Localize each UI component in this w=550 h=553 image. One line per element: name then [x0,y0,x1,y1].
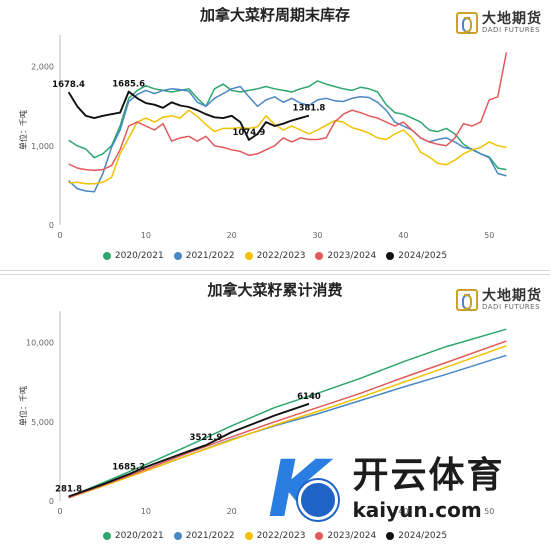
legend-item[interactable]: 2020/2021 [102,251,164,261]
legend: 2020/2021 2021/2022 2022/2023 2023/2024 2024… [0,531,550,541]
data-label: 1685.2 [112,462,145,472]
legend-item[interactable]: 2023/2024 [315,531,376,541]
legend-item[interactable]: 2024/2025 [386,251,447,261]
legend-label: 2021/2022 [185,531,235,541]
dadi-logo-icon [456,289,478,311]
y-tick-label: 2,000 [31,63,54,72]
legend-marker-icon [315,252,324,260]
series-line-2021-2022 [68,85,507,193]
legend-marker-icon [173,252,182,260]
y-tick-label: 5,000 [31,418,54,427]
series-line-2020-2021 [68,328,507,498]
series-line-2023-2024 [68,52,508,172]
legend-marker-icon [173,532,182,540]
logo-name-en: DADI FUTURES [482,303,541,311]
data-label: 1074.9 [232,128,265,138]
y-tick-label: 0 [49,497,54,506]
y-axis-label: 单位：千吨 [18,386,28,426]
chart-title: 加拿大菜籽周期末库存 [199,6,350,24]
legend: 2020/2021 2021/2022 2022/2023 2023/2024 2024… [0,251,550,261]
legend-marker-icon [102,252,111,260]
data-label: 281.8 [55,485,82,495]
inventory-chart-panel: 加拿大菜籽周期末库存 大地期货 DADI FUTURES 单位：千吨 0 1,000… [0,0,550,271]
logo-name-en: DADI FUTURES [482,26,541,34]
legend-label: 2021/2022 [185,251,235,261]
x-tick-label: 20 [227,507,237,516]
x-tick-label: 10 [141,507,151,516]
legend-label: 2020/2021 [114,251,164,261]
legend-label: 2023/2024 [327,251,377,261]
soccer-ball-icon [298,480,339,520]
legend-label: 2022/2023 [256,251,306,261]
x-tick-label: 0 [57,507,62,516]
series-line-2024-2025 [68,402,310,498]
logo-name-cn: 大地期货 [482,11,542,27]
legend-marker-icon [386,532,395,540]
consumption-chart-svg: 单位：千吨05,00010,00001020304050281.81685.23… [18,311,507,516]
series-line-2022-2023 [68,109,507,185]
data-label: 1381.8 [293,104,326,114]
series-line-2022-2023 [68,345,507,499]
consumption-chart-panel: 加拿大菜籽累计消费 大地期货 DADI FUTURES 单位：千吨 0 5,000 1… [0,274,550,549]
kaiyun-watermark: K 开云体育 kaiyun.com [268,440,548,540]
y-tick-label: 1,000 [31,142,54,151]
x-tick-label: 10 [141,231,151,240]
legend-marker-icon [386,252,395,260]
legend-marker-icon [244,532,253,540]
chart-title: 加拿大菜籽累计消费 [207,281,343,299]
logo-name-cn: 大地期货 [482,288,542,304]
legend-item[interactable]: 2023/2024 [315,251,376,261]
legend-item[interactable]: 2021/2022 [173,531,235,541]
legend-label: 2024/2025 [398,251,448,261]
data-label: 1685.6 [112,80,145,90]
legend-item[interactable]: 2020/2021 [102,531,164,541]
legend-marker-icon [244,252,253,260]
x-tick-label: 20 [227,231,237,240]
watermark-text-cn: 开云体育 [352,455,505,496]
legend-marker-icon [102,532,111,540]
series-line-2024-2025 [67,90,310,141]
watermark-text-en: kaiyun.com [352,498,482,522]
x-tick-label: 40 [398,507,408,516]
legend-label: 2020/2021 [114,531,164,541]
legend-item[interactable]: 2022/2023 [244,251,306,261]
series-line-2023-2024 [68,340,507,499]
x-tick-label: 0 [57,231,62,240]
legend-marker-icon [315,532,324,540]
legend-label: 2023/2024 [327,531,377,541]
legend-item[interactable]: 2022/2023 [244,531,306,541]
y-axis-label: 单位：千吨 [18,110,28,150]
x-tick-label: 40 [398,231,408,240]
x-tick-label: 50 [484,507,494,516]
data-label: 6140 [297,392,321,402]
data-label: 3521.9 [190,433,223,443]
inventory-chart-svg: 单位：千吨 0 1,000 2,000 0 10 20 30 40 50 1678.4 1685.6 1… [18,35,508,240]
y-tick-label: 10,000 [26,339,54,348]
legend-item[interactable]: 2021/2022 [173,251,235,261]
legend-label: 2024/2025 [398,531,448,541]
dadi-futures-logo: 大地期货 DADI FUTURES [456,12,542,34]
legend-item[interactable]: 2024/2025 [386,531,447,541]
dadi-logo-icon [456,12,478,34]
x-tick-label: 50 [484,231,494,240]
legend-label: 2022/2023 [256,531,306,541]
y-tick-label: 0 [49,221,54,230]
x-tick-label: 30 [312,231,322,240]
dadi-futures-logo: 大地期货 DADI FUTURES [456,289,542,311]
series-line-2020-2021 [68,80,507,171]
data-label: 1678.4 [52,80,85,90]
